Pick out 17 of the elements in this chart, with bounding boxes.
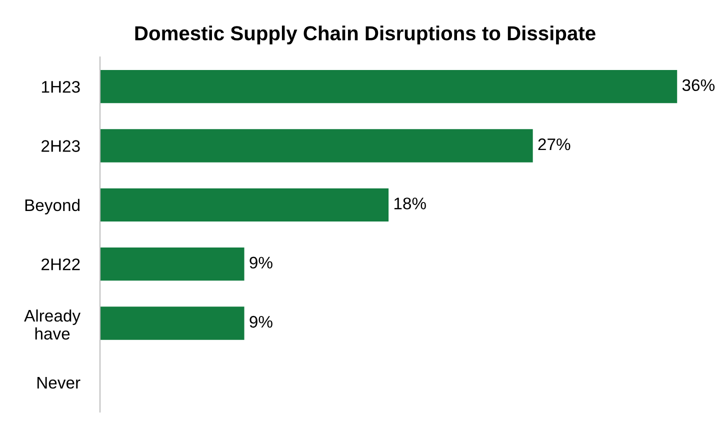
y-tick-label: 2H23 [42,140,80,152]
chart-title: Domestic Supply Chain Disruptions to Dissipate [135,26,596,44]
data-label: 9% [250,316,272,328]
bar [100,306,244,340]
bar [100,248,244,281]
data-label: 9% [250,256,272,269]
data-label: 36% [682,79,715,92]
y-tick-label: 1H23 [42,80,80,93]
y-tick-label: Beyond [25,198,80,214]
y-tick-label: 2H22 [42,258,80,270]
bar [100,129,533,162]
data-label: 18% [394,198,426,210]
bar [100,188,389,222]
data-label: 27% [538,138,570,150]
bar [100,70,678,104]
y-tick-label: Never [37,376,80,389]
y-tick-label: Already have [24,309,81,340]
